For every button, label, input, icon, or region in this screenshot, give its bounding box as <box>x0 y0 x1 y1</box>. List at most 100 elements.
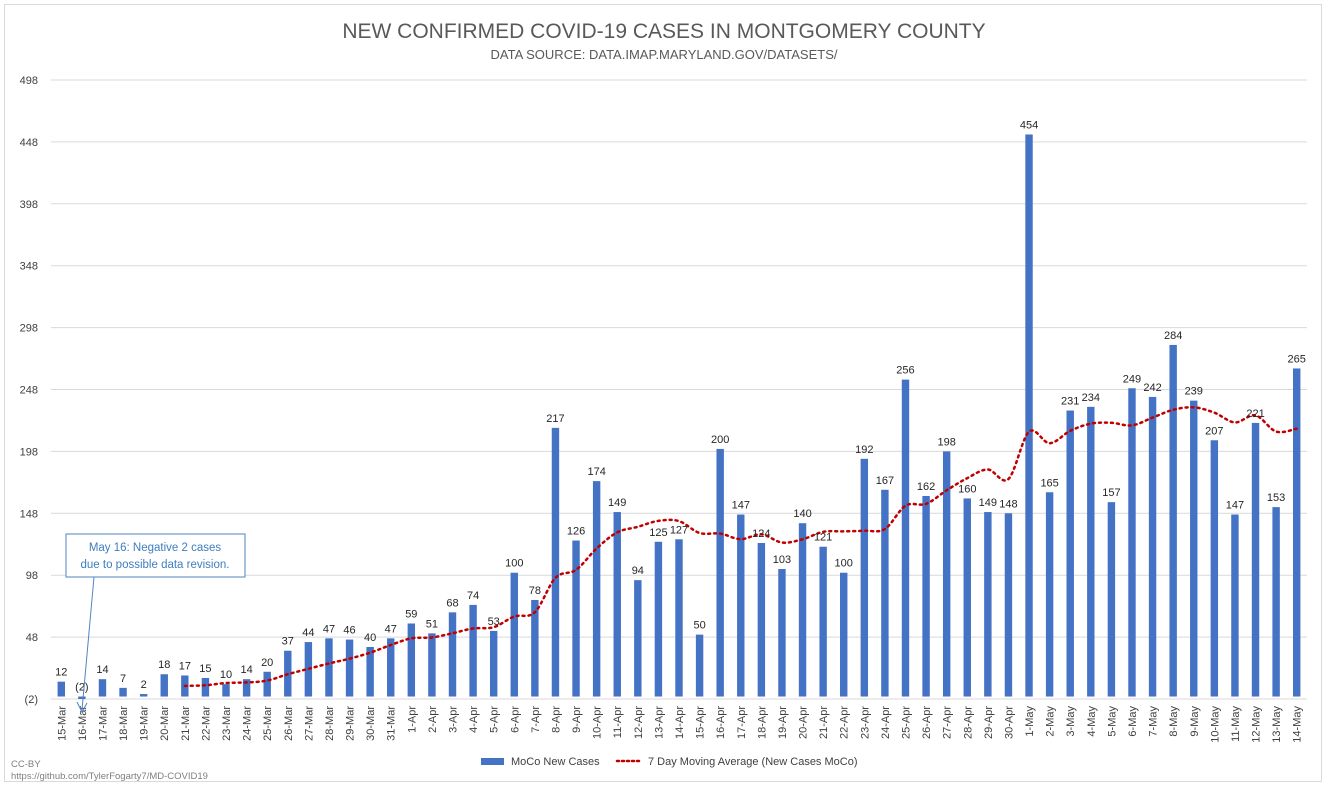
x-tick-label: 13-Apr <box>653 706 665 739</box>
x-tick-label: 25-Mar <box>262 706 274 741</box>
bar <box>531 599 539 697</box>
x-tick-label: 6-Apr <box>509 706 521 733</box>
bar <box>345 639 354 697</box>
bar-data-label: 46 <box>343 625 355 637</box>
bar-data-label: 174 <box>587 466 605 478</box>
bar-data-label: 157 <box>1102 487 1120 499</box>
footer-license: CC-BY <box>11 759 41 770</box>
x-tick-label: 10-Apr <box>592 706 604 739</box>
x-tick-label: 11-May <box>1230 706 1242 742</box>
x-tick-label: 16-Apr <box>715 706 727 739</box>
bar <box>592 481 601 697</box>
x-tick-label: 4-May <box>1086 706 1098 737</box>
bar-data-label: 50 <box>693 620 705 632</box>
bar <box>963 498 971 697</box>
x-axis-ticks: 15-Mar 16-Mar 17-Mar 18-Mar 19-Mar 20-Mar 21-M… <box>56 706 1303 743</box>
x-tick-label: 28-Apr <box>962 706 974 739</box>
bar-data-label: 20 <box>261 657 273 669</box>
bar-data-label: 153 <box>1267 492 1285 504</box>
moving-average-series <box>183 405 1298 688</box>
bar <box>407 623 416 697</box>
bar-data-label: 242 <box>1143 382 1161 394</box>
bar <box>489 630 498 697</box>
bar <box>1128 388 1136 697</box>
x-tick-label: 16-Mar <box>77 706 89 741</box>
bar <box>98 679 107 697</box>
x-tick-label: 20-Mar <box>159 706 171 741</box>
bar-data-label: 59 <box>405 608 417 620</box>
bar <box>448 612 457 697</box>
bar <box>1272 507 1280 697</box>
chart-canvas: NEW CONFIRMED COVID-19 CASES IN MONTGOME… <box>11 20 1307 782</box>
x-tick-label: 1-May <box>1024 706 1036 737</box>
y-tick-label: 298 <box>20 323 38 335</box>
bar-series <box>57 134 1301 699</box>
moving-average-line <box>183 405 1298 688</box>
y-axis-ticks: (2) 48 98 148 198 248 298 348 398 448 498 <box>20 75 38 706</box>
y-tick-label: 98 <box>26 570 38 582</box>
bar <box>819 546 827 697</box>
bar-data-label: 149 <box>608 497 626 509</box>
x-tick-label: 7-Apr <box>530 706 542 733</box>
bar-data-label: 192 <box>855 444 873 456</box>
bar-data-label: 200 <box>711 434 729 446</box>
bar-data-label: 165 <box>1040 477 1058 489</box>
bar-data-label: 53 <box>488 616 500 628</box>
annotation-callout: May 16: Negative 2 cases due to possible… <box>65 533 246 714</box>
bar-data-label: 127 <box>670 524 688 536</box>
x-tick-label: 24-Apr <box>880 706 892 739</box>
bar-data-label: 160 <box>958 483 976 495</box>
bar <box>1190 400 1198 697</box>
annotation-arrow <box>81 576 95 711</box>
bar <box>654 541 663 697</box>
bar <box>1148 396 1157 697</box>
bar-data-label: 239 <box>1185 386 1203 398</box>
bar-data-label: 10 <box>220 669 232 681</box>
bar-data-label: 147 <box>1226 500 1244 512</box>
bar-data-label: 74 <box>467 590 479 602</box>
bar-data-label: 217 <box>546 413 564 425</box>
x-tick-label: 22-Mar <box>200 706 212 741</box>
x-tick-label: 20-Apr <box>798 706 810 739</box>
x-tick-label: 21-Mar <box>180 706 192 741</box>
x-tick-label: 30-Apr <box>1003 706 1015 739</box>
bar <box>139 694 148 697</box>
x-tick-label: 18-Apr <box>756 706 768 739</box>
bar <box>57 681 66 697</box>
x-tick-label: 19-Mar <box>139 706 151 741</box>
annotation-arrowhead <box>76 701 88 714</box>
x-tick-label: 8-May <box>1168 706 1180 737</box>
bar-data-label: 47 <box>323 623 335 635</box>
annotation-line-2: due to possible data revision. <box>81 559 230 571</box>
x-tick-label: 29-Mar <box>345 706 357 741</box>
bar-data-label: 149 <box>979 497 997 509</box>
bar <box>1025 134 1033 697</box>
x-tick-label: 27-Mar <box>303 706 315 741</box>
bar <box>428 633 436 697</box>
x-tick-label: 19-Apr <box>777 706 789 739</box>
chart-title: NEW CONFIRMED COVID-19 CASES IN MONTGOME… <box>342 20 985 43</box>
bar <box>572 540 580 697</box>
bar-data-label: 124 <box>752 528 770 540</box>
bar <box>1087 406 1095 697</box>
x-tick-label: 7-May <box>1148 706 1160 737</box>
footer-url: https://github.com/TylerFogarty7/MD-COVI… <box>11 771 208 782</box>
annotation-line-1: May 16: Negative 2 cases <box>89 542 222 554</box>
bar <box>737 514 745 697</box>
bar-data-label: 17 <box>179 660 191 672</box>
bar <box>325 638 333 697</box>
bar <box>840 572 848 697</box>
x-tick-label: 8-Apr <box>550 706 562 733</box>
bar <box>1066 410 1074 697</box>
bar-data-label: 103 <box>773 554 791 566</box>
x-tick-label: 18-Mar <box>118 706 130 741</box>
bar <box>1045 492 1054 697</box>
bar <box>366 647 374 697</box>
bar <box>922 495 930 697</box>
bar <box>942 451 951 697</box>
bar <box>510 572 518 697</box>
x-tick-label: 12-May <box>1251 706 1263 743</box>
x-tick-label: 4-Apr <box>468 706 480 733</box>
bar-data-label: 15 <box>199 663 211 675</box>
